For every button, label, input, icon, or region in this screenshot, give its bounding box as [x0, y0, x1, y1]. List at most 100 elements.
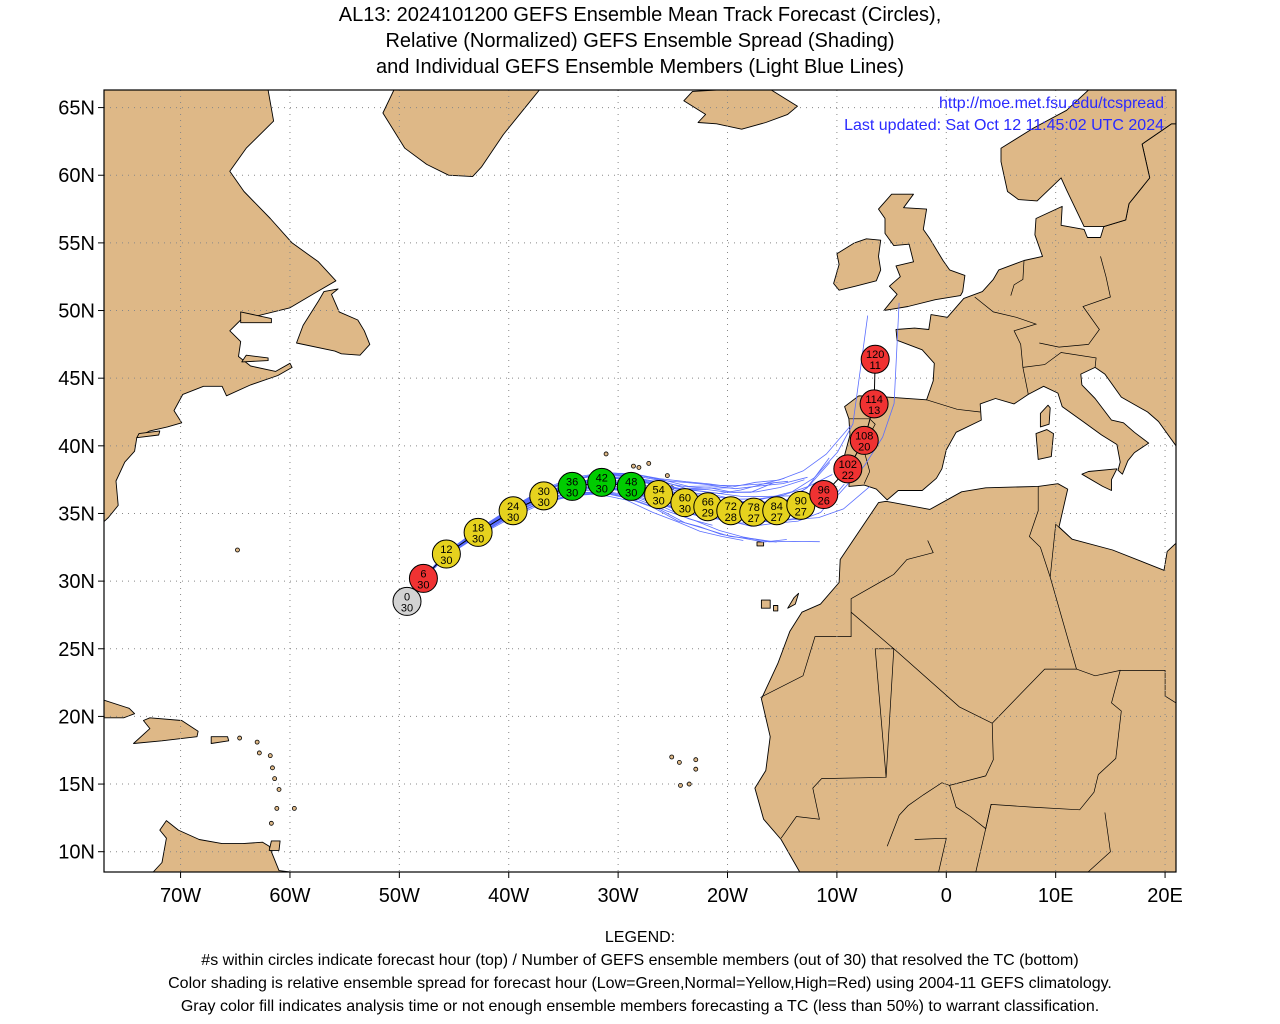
forecast-hour: 36	[566, 476, 578, 488]
lat-tick-label: 60N	[58, 165, 95, 187]
spread-circle	[498, 496, 528, 526]
land-newfoundland	[296, 288, 371, 356]
lon-tick-label: 30W	[598, 885, 639, 907]
lat-tick-label: 50N	[58, 301, 95, 323]
small-island	[693, 766, 699, 772]
source-link[interactable]: http://moe.met.fsu.edu/tcspread	[938, 95, 1164, 112]
spread-circle	[431, 539, 461, 569]
lon-tick-label: 10E	[1038, 885, 1074, 907]
title-line-1: AL13: 2024101200 GEFS Ensemble Mean Trac…	[338, 4, 942, 26]
small-island	[291, 806, 297, 811]
spread-circle	[644, 480, 674, 510]
lon-tick-label: 40W	[488, 885, 529, 907]
lon-tick-label: 60W	[269, 885, 310, 907]
latitude-labels: 65N 60N 55N 50N 45N 40N 35N 30N 25N 20N 15N 10N	[58, 98, 104, 864]
spread-circle	[392, 586, 422, 616]
small-island	[235, 547, 240, 553]
country-border	[926, 399, 981, 413]
title-line-3: and Individual GEFS Ensemble Members (Li…	[375, 56, 905, 78]
member-count: 28	[725, 512, 737, 524]
credits: http://moe.met.fsu.edu/tcspread Last upd…	[844, 93, 1164, 137]
lat-tick-label: 30N	[58, 571, 95, 593]
forecast-circle: 030	[392, 586, 422, 616]
small-island	[256, 750, 262, 756]
legend-heading: LEGEND:	[604, 929, 676, 946]
lat-tick-label: 20N	[58, 706, 95, 728]
land-eurasia-africa	[754, 90, 1176, 872]
member-count: 13	[868, 405, 880, 417]
member-count: 30	[652, 496, 664, 508]
member-count: 30	[596, 483, 608, 495]
lat-tick-label: 40N	[58, 436, 95, 458]
small-island	[646, 461, 652, 466]
small-island	[270, 765, 275, 771]
forecast-hour: 66	[702, 497, 714, 509]
forecast-hour: 96	[818, 485, 830, 497]
forecast-hour: 18	[472, 522, 484, 534]
small-island	[237, 735, 243, 741]
land-south-america	[104, 820, 291, 872]
forecast-hour: 24	[507, 501, 519, 513]
small-island	[272, 776, 278, 782]
map-frame	[103, 89, 1177, 873]
land-greenland	[311, 90, 540, 178]
small-island	[664, 473, 670, 478]
member-count: 30	[417, 579, 429, 591]
member-count: 30	[625, 487, 637, 499]
small-island	[631, 463, 636, 469]
land-newfoundland-pei	[241, 354, 269, 363]
country-border	[1087, 812, 1111, 872]
member-count: 30	[507, 512, 519, 524]
land-sicily	[1081, 468, 1118, 491]
land-gran-canaria	[773, 605, 779, 612]
spread-circle	[809, 480, 839, 510]
small-island	[603, 451, 609, 457]
spread-circle	[408, 563, 438, 593]
forecast-hour: 0	[404, 591, 410, 603]
forecast-hour: 42	[596, 472, 608, 484]
spread-circle	[529, 481, 559, 511]
land-layer	[104, 90, 1176, 872]
small-island	[636, 465, 642, 470]
country-border	[885, 648, 994, 847]
country-border	[850, 540, 934, 613]
legend-line-1: #s within circles indicate forecast hour…	[201, 952, 1079, 969]
legend-line-3: Gray color fill indicates analysis time …	[180, 998, 1100, 1015]
spread-circle	[833, 454, 863, 484]
member-count: 30	[679, 504, 691, 516]
lon-tick-label: 20W	[707, 885, 748, 907]
spread-circle	[616, 471, 646, 501]
forecast-hour: 84	[771, 501, 783, 513]
forecast-hour: 108	[855, 430, 873, 442]
land-cuba-east	[104, 699, 136, 719]
member-count: 30	[566, 487, 578, 499]
member-count: 27	[771, 512, 783, 524]
land-tenerife	[760, 599, 771, 609]
lat-tick-label: 25N	[58, 639, 95, 661]
lon-tick-label: 0	[941, 885, 952, 907]
lon-tick-label: 70W	[160, 885, 201, 907]
member-count: 20	[858, 441, 870, 453]
land-long-island	[136, 430, 161, 439]
forecast-hour: 60	[679, 493, 691, 505]
country-border	[1049, 523, 1073, 578]
member-count: 30	[472, 533, 484, 545]
small-island	[693, 757, 699, 763]
forecast-hour: 90	[795, 495, 807, 507]
spread-circle	[849, 425, 879, 455]
lat-tick-label: 10N	[58, 842, 95, 864]
small-island	[678, 783, 683, 788]
country-border	[1049, 577, 1077, 670]
spread-circle	[463, 517, 493, 547]
